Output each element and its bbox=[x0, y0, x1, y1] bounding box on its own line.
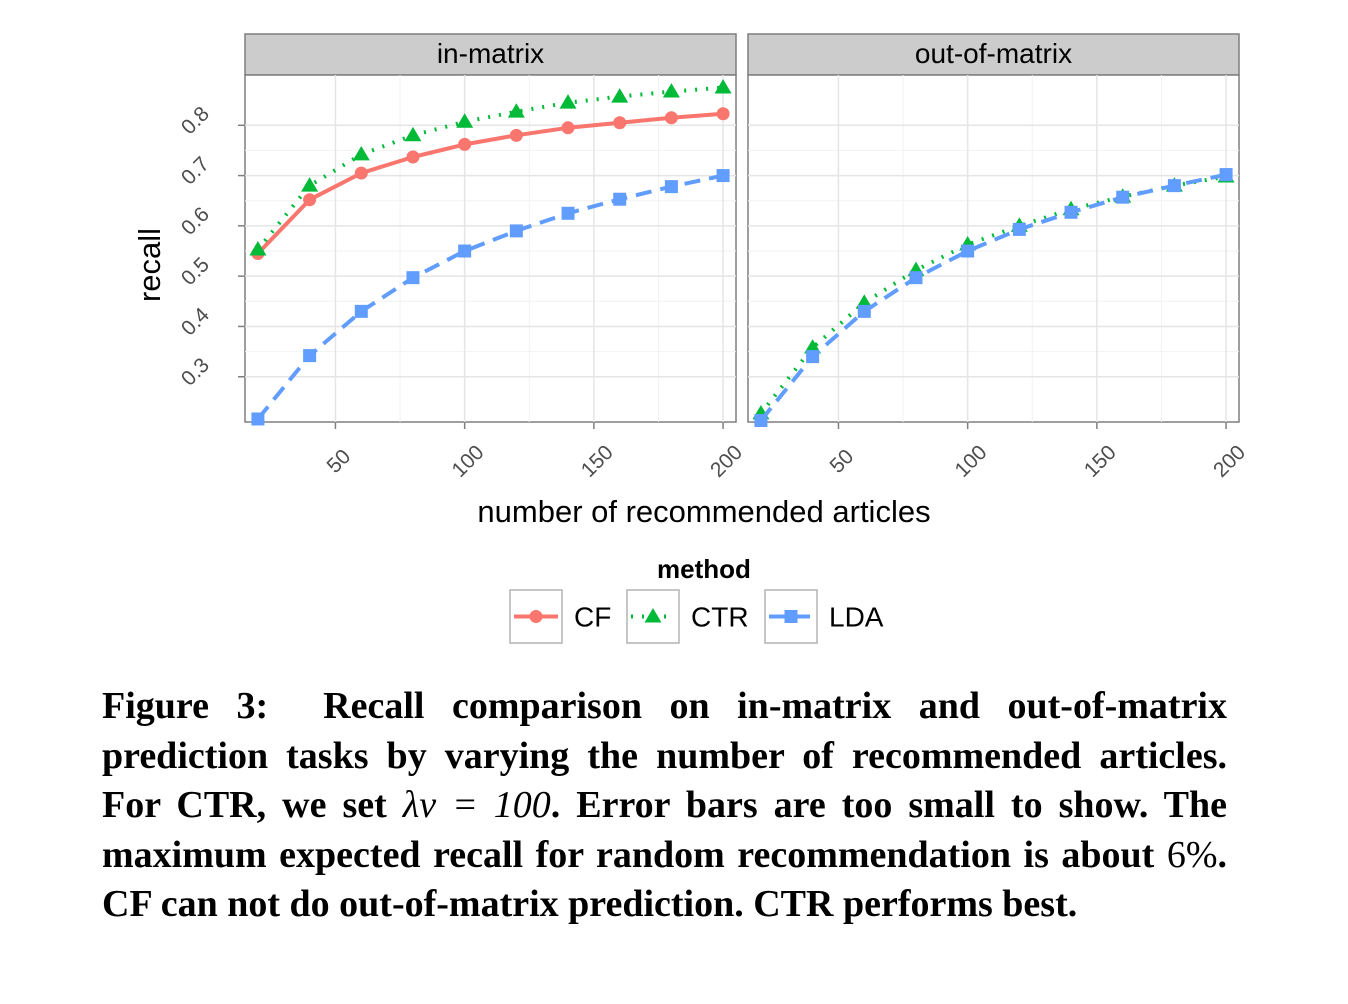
point-lda bbox=[1116, 190, 1130, 204]
gridlines bbox=[245, 75, 1239, 422]
legend-label-lda: LDA bbox=[829, 602, 884, 633]
facet-label-out-of-matrix: out-of-matrix bbox=[915, 38, 1072, 69]
point-cf bbox=[716, 107, 730, 121]
legend-items: CF CTR LDA bbox=[509, 589, 884, 644]
point-lda bbox=[458, 244, 472, 258]
y-tick-label: 0.3 bbox=[177, 354, 214, 391]
point-cf bbox=[303, 193, 317, 207]
series-line-ctr-out-of-matrix bbox=[759, 174, 1227, 415]
point-ctr bbox=[611, 88, 629, 103]
x-tick-label: 50 bbox=[322, 445, 355, 478]
point-ctr bbox=[352, 145, 370, 161]
figure-caption: Figure 3: Recall comparison on in-matrix… bbox=[102, 682, 1227, 930]
point-cf bbox=[406, 150, 420, 164]
y-tick-label: 0.8 bbox=[177, 102, 214, 139]
point-lda bbox=[1167, 179, 1181, 193]
x-tick-label: 100 bbox=[448, 441, 489, 482]
legend: method CF CTR LDA bbox=[509, 554, 884, 644]
x-tick-label: 150 bbox=[577, 441, 618, 482]
y-tick-label: 0.5 bbox=[177, 253, 214, 290]
panel-in-matrix bbox=[244, 74, 737, 423]
facet-strip-in-matrix bbox=[244, 33, 737, 76]
point-cf bbox=[664, 111, 678, 125]
legend-marker-cf bbox=[529, 610, 543, 623]
series-line-lda-out-of-matrix bbox=[759, 172, 1227, 422]
facet-strip-out-of-matrix bbox=[747, 33, 1240, 76]
x-tick-label: 150 bbox=[1080, 441, 1121, 482]
x-axis-title: number of recommended articles bbox=[477, 494, 930, 529]
point-lda bbox=[716, 169, 730, 183]
point-lda bbox=[754, 413, 768, 427]
x-tick-label: 50 bbox=[825, 445, 858, 478]
caption-text-3: . CF can not do out-of-matrix prediction… bbox=[102, 833, 1227, 926]
point-lda bbox=[509, 224, 523, 238]
point-lda bbox=[251, 412, 265, 426]
point-cf bbox=[613, 116, 627, 130]
y-tick-label: 0.6 bbox=[177, 203, 214, 240]
x-tick-label: 100 bbox=[951, 441, 992, 482]
point-ctr bbox=[804, 339, 822, 354]
point-ctr bbox=[507, 103, 525, 118]
point-cf bbox=[561, 121, 575, 135]
legend-label-cf: CF bbox=[574, 602, 611, 633]
legend-title: method bbox=[657, 554, 751, 584]
point-ctr bbox=[404, 126, 422, 142]
caption-text-1: Recall comparison on in-matrix and out-o… bbox=[102, 685, 1227, 826]
point-lda bbox=[561, 206, 575, 220]
caption-text-2: . Error bars are too small to show. The … bbox=[102, 784, 1228, 876]
point-lda bbox=[303, 349, 317, 363]
point-lda bbox=[857, 304, 871, 318]
point-ctr bbox=[249, 241, 267, 256]
point-ctr bbox=[559, 94, 577, 109]
y-tick-label: 0.4 bbox=[177, 303, 214, 340]
x-tick-label: 200 bbox=[706, 441, 747, 482]
caption-math: λv = 100 bbox=[402, 784, 551, 826]
x-tick-label: 200 bbox=[1209, 441, 1250, 482]
y-axis-title: recall bbox=[132, 228, 167, 302]
point-lda bbox=[909, 271, 923, 285]
point-cf bbox=[354, 166, 368, 180]
point-lda bbox=[664, 180, 678, 194]
point-lda bbox=[961, 244, 975, 258]
point-ctr bbox=[714, 79, 732, 94]
point-lda bbox=[406, 271, 420, 285]
point-lda bbox=[1064, 205, 1078, 219]
y-tick-label: 0.7 bbox=[177, 153, 214, 190]
legend-label-ctr: CTR bbox=[691, 602, 749, 633]
legend-marker-lda bbox=[784, 610, 798, 623]
point-cf bbox=[509, 128, 523, 142]
point-ctr bbox=[301, 177, 319, 192]
panel-out-of-matrix bbox=[747, 74, 1240, 423]
point-lda bbox=[1012, 222, 1026, 236]
series-line-cf-in-matrix bbox=[256, 111, 724, 255]
legend-marker-ctr bbox=[644, 608, 662, 623]
series-line-lda-in-matrix bbox=[256, 173, 724, 421]
point-lda bbox=[1219, 168, 1233, 182]
point-cf bbox=[458, 137, 472, 151]
caption-percent: 6% bbox=[1166, 833, 1218, 876]
point-ctr bbox=[662, 83, 680, 98]
recall-chart: in-matrix out-of-matrix 50 100 150 200 0.3 0.… bbox=[132, 33, 1250, 644]
point-lda bbox=[613, 192, 627, 206]
facet-label-in-matrix: in-matrix bbox=[437, 38, 544, 69]
data-layer bbox=[249, 79, 1235, 427]
point-ctr bbox=[456, 113, 474, 128]
point-lda bbox=[806, 350, 820, 364]
point-lda bbox=[354, 304, 368, 318]
caption-label: Figure 3: bbox=[102, 685, 269, 727]
